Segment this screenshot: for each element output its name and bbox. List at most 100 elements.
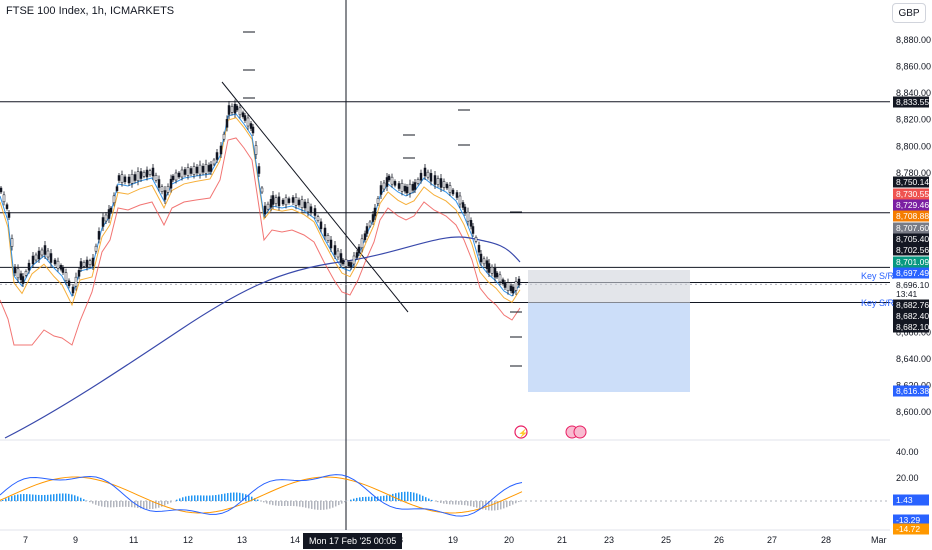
- macd-histogram-bar: [47, 494, 49, 501]
- candle: [426, 171, 430, 178]
- macd-histogram-bar: [191, 495, 193, 501]
- macd-signal-line: [0, 476, 523, 514]
- macd-histogram-bar: [92, 501, 94, 504]
- candle: [511, 286, 515, 294]
- candle: [260, 187, 264, 193]
- candle: [485, 260, 489, 269]
- macd-histogram-bar: [494, 501, 496, 511]
- candle: [316, 216, 320, 221]
- macd-histogram-bar: [257, 499, 259, 501]
- candle: [177, 172, 181, 178]
- macd-histogram-bar: [287, 501, 289, 506]
- macd-histogram-bar: [362, 497, 364, 501]
- macd-histogram-bar: [23, 494, 25, 501]
- macd-histogram-bar: [392, 493, 394, 501]
- macd-histogram-bar: [290, 501, 292, 506]
- macd-histogram-bar: [248, 495, 250, 501]
- macd-histogram-bar: [461, 501, 463, 505]
- macd-histogram-bar: [239, 492, 241, 501]
- stop-zone: [528, 270, 690, 303]
- candle: [148, 170, 152, 175]
- candle: [180, 169, 184, 178]
- candle: [303, 201, 307, 209]
- macd-histogram-bar: [89, 501, 91, 503]
- currency-button[interactable]: GBP: [892, 3, 926, 23]
- candle: [309, 206, 313, 213]
- macd-histogram-bar: [224, 493, 226, 501]
- macd-histogram-bar: [374, 496, 376, 501]
- candle: [59, 265, 63, 270]
- macd-histogram-bar: [179, 498, 181, 501]
- candle: [225, 119, 229, 128]
- candle: [27, 262, 31, 271]
- candle: [169, 178, 173, 189]
- candle: [365, 226, 369, 234]
- macd-histogram-bar: [497, 501, 499, 511]
- macd-histogram-bar: [293, 501, 295, 507]
- macd-histogram-bar: [20, 494, 22, 501]
- macd-histogram-bar: [389, 494, 391, 501]
- candle: [115, 186, 119, 191]
- candle: [79, 261, 83, 269]
- candle: [339, 253, 343, 263]
- candle: [77, 270, 81, 277]
- price-badge: [893, 279, 929, 291]
- candle: [235, 105, 239, 111]
- macd-histogram-bar: [329, 501, 331, 509]
- candle: [157, 179, 161, 188]
- candle: [326, 235, 330, 241]
- candle: [493, 267, 497, 278]
- candle: [376, 198, 380, 204]
- price-badge: [893, 188, 929, 200]
- macd-histogram-bar: [14, 495, 16, 501]
- price-axis-label: 8,620.00: [896, 380, 931, 390]
- macd-histogram-bar: [5, 498, 7, 501]
- candle: [2, 194, 6, 203]
- time-axis-label: 12: [183, 535, 193, 545]
- candle: [88, 260, 92, 265]
- candle: [498, 274, 502, 283]
- candle: [183, 169, 187, 175]
- macd-histogram-bar: [425, 497, 427, 501]
- candle: [352, 255, 356, 265]
- macd-histogram-bar: [359, 497, 361, 501]
- macd-histogram-bar: [371, 496, 373, 501]
- macd-histogram-bar: [443, 501, 445, 504]
- candle: [479, 253, 483, 263]
- candle: [139, 171, 143, 179]
- macd-histogram-bar: [449, 501, 451, 505]
- time-axis-label: 28: [821, 535, 831, 545]
- macd-histogram-bar: [422, 495, 424, 501]
- macd-histogram-bar: [335, 501, 337, 507]
- macd-histogram-bar: [74, 495, 76, 501]
- candle: [408, 183, 412, 194]
- macd-histogram-bar: [50, 494, 52, 501]
- macd-histogram-bar: [251, 496, 253, 501]
- candle: [37, 250, 41, 260]
- macd-histogram-bar: [56, 493, 58, 501]
- candle: [429, 173, 433, 182]
- candle: [300, 199, 304, 208]
- macd-badge-text: 1.43: [896, 495, 913, 505]
- candle: [61, 267, 65, 273]
- candle: [127, 176, 131, 184]
- macd-histogram-bar: [242, 493, 244, 501]
- macd-histogram-bar: [152, 501, 154, 509]
- candle: [284, 197, 288, 206]
- macd-histogram-bar: [116, 501, 118, 508]
- candle: [142, 172, 146, 177]
- candle: [151, 167, 155, 177]
- macd-histogram-bar: [122, 501, 124, 507]
- candle: [43, 245, 47, 255]
- candle: [133, 174, 137, 181]
- candle: [439, 178, 443, 188]
- macd-histogram-bar: [470, 501, 472, 507]
- macd-histogram-bar: [17, 494, 19, 501]
- candle: [458, 195, 462, 205]
- candle: [271, 195, 275, 205]
- candle: [487, 263, 491, 273]
- ema-slow-line: [0, 137, 521, 346]
- price-axis-label: 8,820.00: [896, 115, 931, 125]
- macd-histogram-bar: [101, 501, 103, 507]
